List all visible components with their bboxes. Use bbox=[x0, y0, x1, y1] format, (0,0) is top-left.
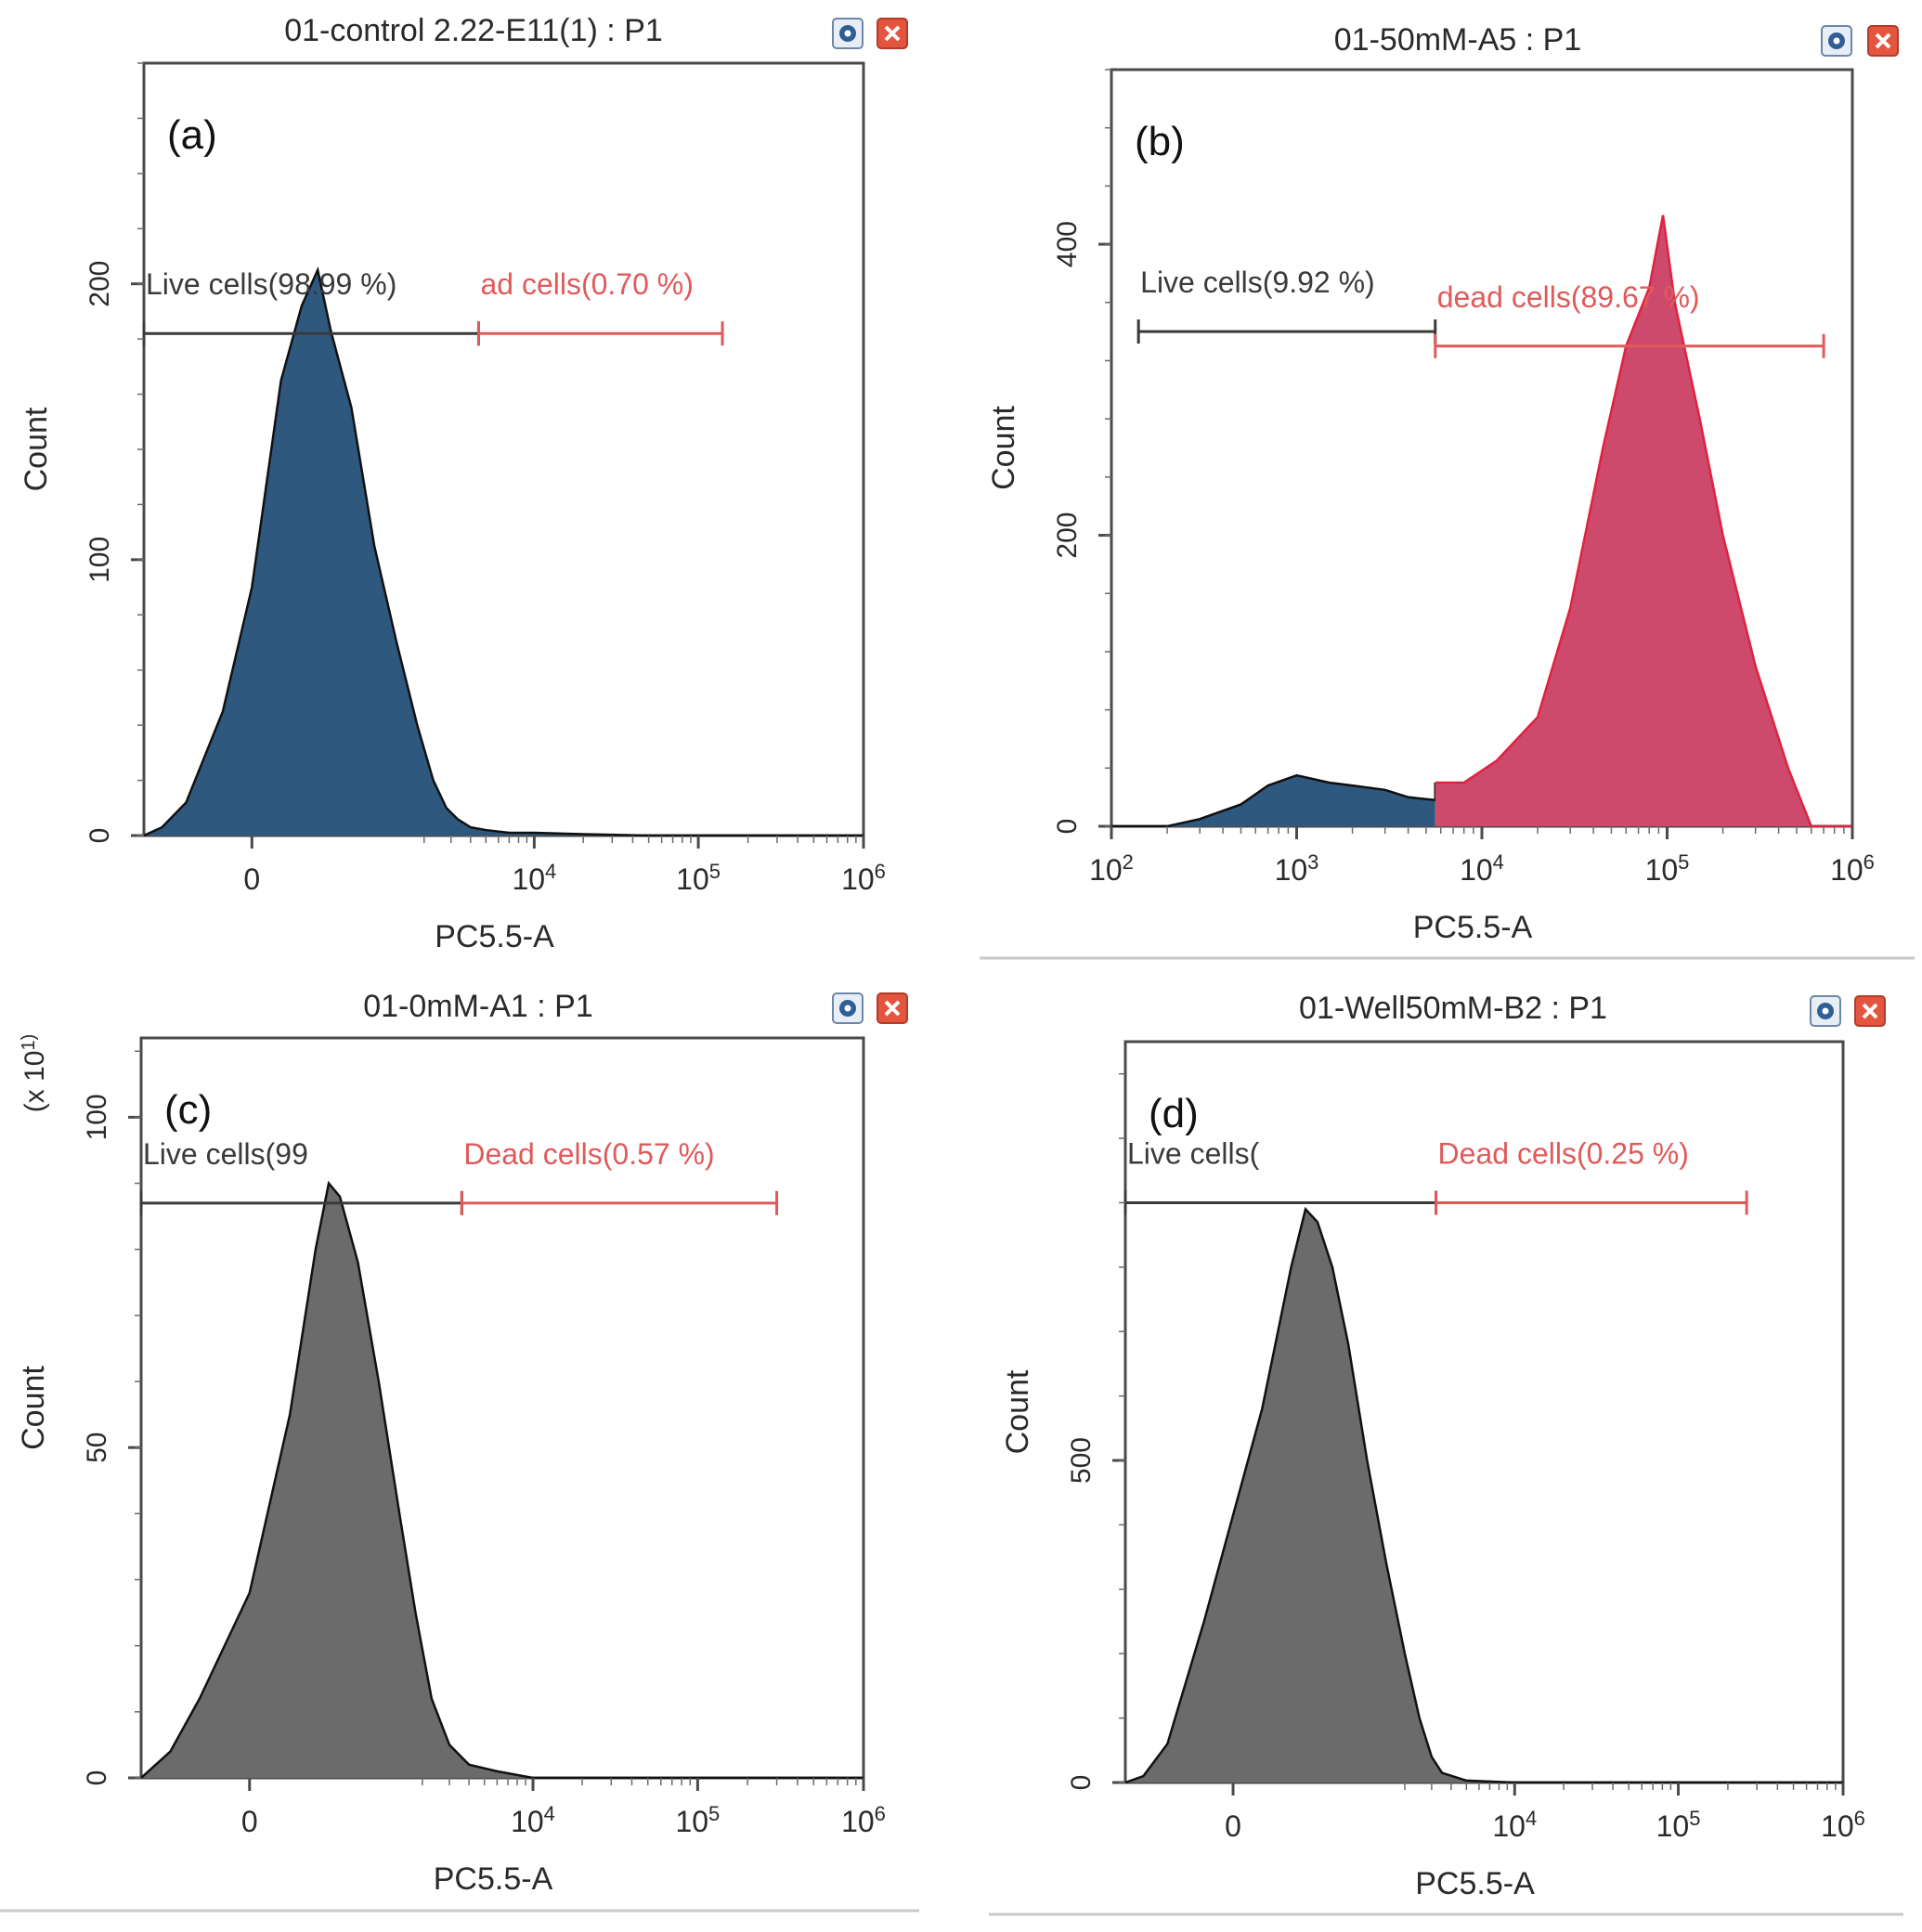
panel-label: (a) bbox=[167, 112, 217, 158]
x-tick-label: 106 bbox=[841, 860, 886, 896]
y-axis-title: Count bbox=[16, 1366, 51, 1450]
x-tick-exponent: 4 bbox=[1526, 1807, 1537, 1830]
x-tick-exponent: 6 bbox=[1864, 850, 1875, 874]
histogram-live-area bbox=[1111, 775, 1435, 826]
x-tick-label: 106 bbox=[841, 1802, 886, 1838]
x-tick-label: 104 bbox=[1492, 1807, 1537, 1843]
y-multiplier-label: (x 101) bbox=[19, 1034, 50, 1113]
close-icon bbox=[1862, 1003, 1878, 1019]
close-icon bbox=[1875, 32, 1891, 49]
chart-panel: 01-50mM-A5 : P1 Live cells(9.92 %) dead ce… bbox=[986, 22, 1899, 945]
chart-title: 01-0mM-A1 : P1 bbox=[363, 989, 593, 1024]
y-tick-label: 400 bbox=[1052, 221, 1083, 267]
x-tick-exponent: 6 bbox=[875, 1802, 886, 1825]
x-axis-title: PC5.5-A bbox=[434, 1861, 553, 1897]
x-tick-label: 105 bbox=[675, 1802, 720, 1838]
x-tick-exponent: 5 bbox=[709, 860, 721, 883]
x-tick-exponent: 5 bbox=[1689, 1807, 1700, 1830]
x-tick-label: 105 bbox=[1656, 1807, 1701, 1843]
close-button[interactable] bbox=[1854, 995, 1886, 1027]
x-tick-label: 0 bbox=[1225, 1809, 1241, 1843]
options-button[interactable] bbox=[832, 18, 864, 49]
x-axis-title: PC5.5-A bbox=[1413, 910, 1533, 945]
x-tick-label: 104 bbox=[512, 860, 556, 896]
x-tick-exponent: 6 bbox=[1854, 1807, 1865, 1830]
y-axis-title: Count bbox=[19, 407, 54, 491]
close-icon bbox=[884, 1000, 901, 1017]
x-tick-exponent: 4 bbox=[1493, 850, 1504, 874]
gear-icon-center bbox=[844, 1005, 851, 1012]
close-button[interactable] bbox=[1867, 25, 1899, 57]
gate-dead-label: dead cells(89.67 %) bbox=[1437, 280, 1700, 314]
histogram-live-outline bbox=[1111, 773, 1437, 828]
histogram-outline bbox=[1124, 1206, 1843, 1784]
y-multiplier-exponent: 1) bbox=[19, 1034, 39, 1051]
y-tick-label: 0 bbox=[1066, 1775, 1097, 1791]
gate-live-label: Live cells(99 bbox=[143, 1137, 308, 1171]
x-tick-label: 104 bbox=[1460, 850, 1504, 887]
y-tick-label: 200 bbox=[84, 261, 115, 307]
histogram-outline bbox=[140, 1180, 864, 1780]
gate-dead-label: ad cells(0.70 %) bbox=[480, 267, 693, 301]
y-tick-label: 500 bbox=[1066, 1437, 1097, 1484]
gear-icon-center bbox=[1822, 1007, 1829, 1015]
x-tick-label: 0 bbox=[241, 1805, 258, 1838]
histogram-area bbox=[141, 1183, 864, 1778]
y-tick-label: 0 bbox=[1052, 819, 1083, 835]
x-tick-label: 105 bbox=[676, 860, 721, 896]
chart-panel: 01-control 2.22-E11(1) : P1 Live cells(98… bbox=[19, 13, 908, 954]
options-button[interactable] bbox=[832, 992, 864, 1024]
histogram-outline bbox=[143, 266, 864, 837]
gear-icon-center bbox=[844, 30, 851, 37]
panel-label: (d) bbox=[1149, 1091, 1199, 1136]
x-tick-label: 106 bbox=[1821, 1807, 1865, 1843]
y-tick-label: 100 bbox=[84, 537, 115, 583]
x-tick-label: 105 bbox=[1645, 850, 1690, 887]
x-tick-label: 0 bbox=[243, 862, 260, 896]
chart-title: 01-50mM-A5 : P1 bbox=[1334, 22, 1581, 58]
panel-label: (b) bbox=[1135, 119, 1185, 164]
y-tick-label: 50 bbox=[82, 1433, 112, 1463]
y-tick-label: 100 bbox=[82, 1094, 112, 1140]
x-tick-label: 103 bbox=[1275, 850, 1319, 887]
histogram-dead-area bbox=[1435, 214, 1852, 826]
x-tick-exponent: 5 bbox=[1678, 850, 1689, 874]
close-button[interactable] bbox=[877, 992, 908, 1024]
y-axis-title: Count bbox=[986, 406, 1021, 490]
y-tick-label: 0 bbox=[82, 1770, 112, 1786]
x-tick-exponent: 6 bbox=[875, 860, 886, 883]
gate-dead-label: Dead cells(0.25 %) bbox=[1438, 1136, 1689, 1170]
x-tick-label: 104 bbox=[511, 1802, 555, 1838]
y-tick-label: 200 bbox=[1052, 512, 1083, 559]
close-button[interactable] bbox=[877, 18, 908, 49]
x-tick-label: 102 bbox=[1089, 850, 1134, 887]
gate-live-label: Live cells(9.92 %) bbox=[1140, 266, 1375, 299]
x-axis-title: PC5.5-A bbox=[435, 919, 554, 954]
x-axis-title: PC5.5-A bbox=[1415, 1866, 1535, 1901]
x-tick-exponent: 3 bbox=[1307, 850, 1318, 874]
y-tick-label: 0 bbox=[84, 828, 115, 844]
panel-label: (c) bbox=[164, 1087, 212, 1133]
chart-title: 01-Well50mM-B2 : P1 bbox=[1299, 991, 1607, 1026]
x-tick-exponent: 5 bbox=[708, 1802, 720, 1825]
x-tick-exponent: 4 bbox=[545, 860, 556, 883]
options-button[interactable] bbox=[1810, 995, 1841, 1027]
gate-live-label: Live cells( bbox=[1127, 1136, 1260, 1170]
x-tick-exponent: 2 bbox=[1123, 850, 1134, 874]
x-tick-exponent: 4 bbox=[544, 1802, 555, 1825]
histogram-area bbox=[144, 269, 864, 836]
histogram-area bbox=[1125, 1209, 1843, 1783]
histogram-dead-outline bbox=[1435, 214, 1852, 828]
chart-panel: 01-Well50mM-B2 : P1 Live cells( Dead cells… bbox=[1000, 991, 1886, 1901]
y-axis-title: Count bbox=[1000, 1369, 1035, 1454]
gate-live-label: Live cells(98.99 %) bbox=[146, 267, 396, 301]
options-button[interactable] bbox=[1821, 25, 1852, 57]
close-icon bbox=[884, 25, 901, 42]
chart-title: 01-control 2.22-E11(1) : P1 bbox=[284, 13, 663, 48]
gate-dead-label: Dead cells(0.57 %) bbox=[463, 1137, 714, 1171]
x-tick-label: 106 bbox=[1830, 850, 1875, 887]
gear-icon-center bbox=[1833, 37, 1840, 45]
chart-panel: 01-0mM-A1 : P1 Live cells(99 Dead cells(0.… bbox=[16, 989, 908, 1897]
